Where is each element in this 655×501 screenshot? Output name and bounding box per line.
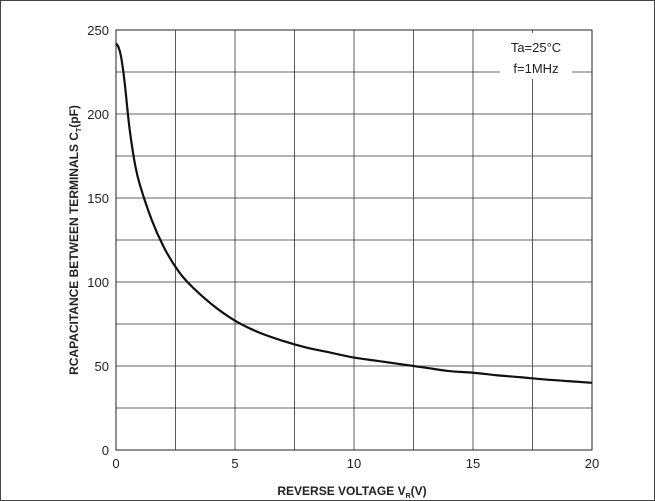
plot-border	[115, 29, 593, 451]
x-tick-labels: 0 5 10 15 20	[112, 456, 599, 471]
annotation-temperature: Ta=25°C	[511, 40, 561, 55]
x-tick-label: 20	[585, 456, 599, 471]
x-axis-title-main: REVERSE VOLTAGE V	[277, 484, 405, 498]
y-tick-label: 0	[102, 443, 109, 458]
y-tick-labels: 0 50 100 150 200 250	[87, 23, 109, 458]
y-tick-label: 250	[87, 23, 109, 38]
y-axis-title-subscript: T	[76, 127, 83, 132]
x-tick-label: 0	[112, 456, 119, 471]
y-tick-label: 150	[87, 191, 109, 206]
x-axis-title-unit: (V)	[411, 484, 427, 498]
x-axis-title: REVERSE VOLTAGE VR(V)	[277, 484, 426, 500]
annotation-frequency: f=1MHz	[513, 61, 558, 76]
y-axis-title: RCAPACITANCE BETWEEN TERMINALS CT(pF)	[67, 105, 83, 375]
y-tick-label: 50	[95, 359, 109, 374]
y-tick-label: 100	[87, 275, 109, 290]
annotation-box	[500, 33, 572, 79]
x-axis-title-subscript: R	[406, 493, 411, 500]
grid	[116, 30, 592, 450]
x-tick-label: 10	[347, 456, 361, 471]
y-axis-title-unit: (pF)	[67, 105, 81, 128]
y-tick-label: 200	[87, 107, 109, 122]
capacitance-curve	[115, 42, 593, 384]
y-axis-title-main: RCAPACITANCE BETWEEN TERMINALS C	[67, 132, 81, 375]
x-tick-label: 15	[466, 456, 480, 471]
x-tick-label: 5	[231, 456, 238, 471]
